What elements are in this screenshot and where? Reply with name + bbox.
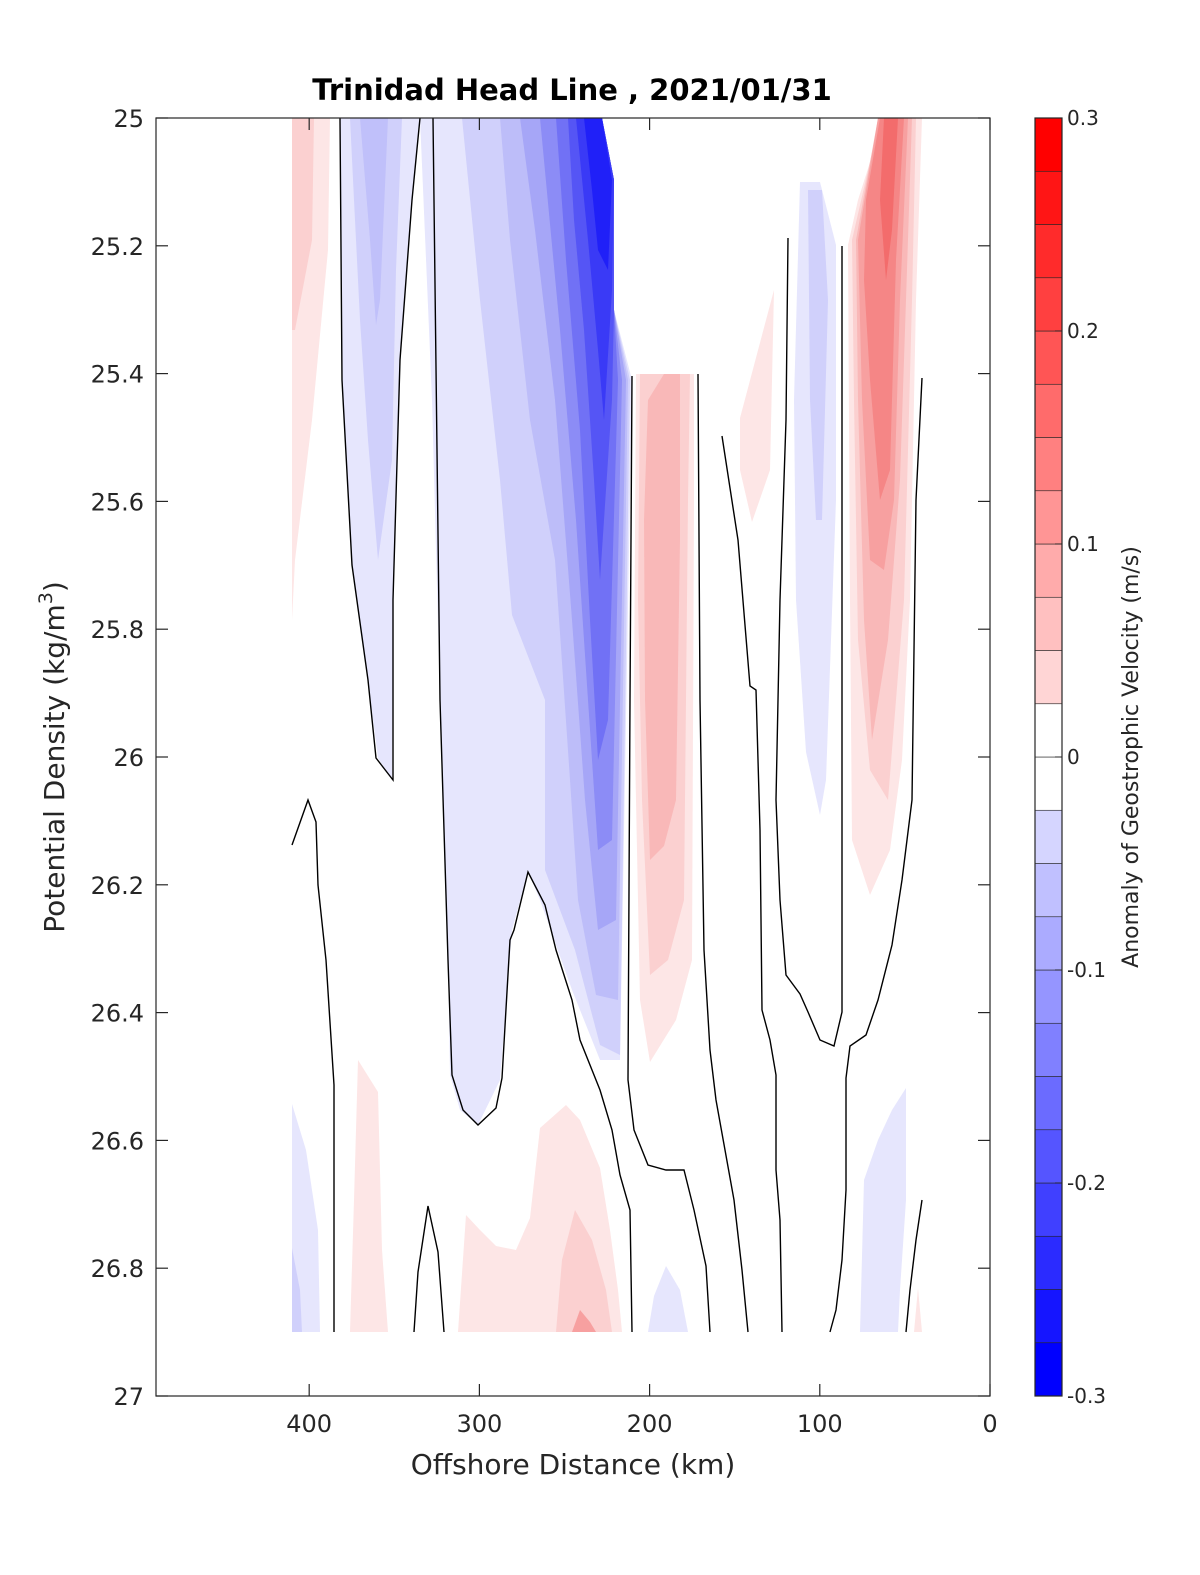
- contour-fill-nearshore-4: [864, 118, 904, 500]
- colorbar-band: [1034, 596, 1063, 651]
- colorbar-tick-label: 0.2: [1067, 319, 1099, 343]
- colorbar-bands: [1034, 117, 1063, 1397]
- colorbar-tick-label: 0.3: [1067, 106, 1099, 130]
- colorbar-band: [1034, 1022, 1063, 1077]
- contour-fill-deep-positive-40: [914, 1288, 922, 1332]
- y-tick-label: 25: [113, 105, 144, 133]
- contour-fill-deep-negative-190: [648, 1266, 688, 1332]
- colorbar-band: [1034, 490, 1063, 545]
- colorbar-band: [1034, 437, 1063, 492]
- zero-contour-lines: [291, 118, 923, 1333]
- contour-fill-offshore-negative-inner: [350, 118, 402, 560]
- colorbar-tick-label: -0.2: [1067, 1171, 1106, 1195]
- y-tick-label: 26.4: [91, 1000, 144, 1028]
- colorbar-band: [1034, 170, 1063, 225]
- y-tick-label: 26.6: [91, 1127, 144, 1155]
- y-tick-label: 25.2: [91, 233, 144, 261]
- x-tick-label: 0: [982, 1410, 997, 1438]
- contour-fill-deep-positive-270-2: [572, 1310, 596, 1332]
- colorbar-ticks: 0.3 0.2 0.1 0 -0.1 -0.2 -0.3: [1055, 106, 1106, 1408]
- y-axis: 25 25.2 25.4 25.6 25.8 26 26.2 26.4 26.6 26.8 27: [91, 105, 990, 1411]
- y-tick-label: 25.4: [91, 361, 144, 389]
- colorbar-tick-label: 0: [1067, 745, 1080, 769]
- zero-contour-line: [697, 373, 749, 1333]
- colorbar-band: [1034, 543, 1063, 598]
- y-tick-label: 26.8: [91, 1255, 144, 1283]
- contour-fill-offshore-negative-core: [360, 118, 388, 325]
- contour-fills: [292, 118, 922, 1332]
- zero-contour-line: [413, 1205, 445, 1333]
- x-tick-label: 100: [797, 1410, 843, 1438]
- y-axis-label-close: ): [38, 581, 71, 592]
- colorbar-band: [1034, 863, 1063, 918]
- contour-fill-deep-negative-400-inner: [292, 1248, 302, 1332]
- colorbar-band: [1034, 117, 1063, 172]
- colorbar-tick-label: -0.1: [1067, 958, 1106, 982]
- y-tick-label: 27: [113, 1383, 144, 1411]
- contour-fill-deep-positive-360: [350, 1060, 388, 1332]
- y-axis-label-text: Potential Density (kg/m: [38, 604, 71, 933]
- contour-fill-band200-2: [644, 374, 680, 860]
- chart-title: Trinidad Head Line , 2021/01/31: [312, 73, 832, 107]
- zero-contour-line: [432, 118, 633, 1333]
- contour-fill-offshore-positive-inner: [292, 118, 314, 330]
- colorbar-band: [1034, 224, 1063, 279]
- colorbar-band: [1034, 1129, 1063, 1184]
- zero-contour-line: [291, 797, 335, 1332]
- contour-fill-deep-negative-70: [860, 1088, 906, 1332]
- x-axis-label: Offshore Distance (km): [411, 1448, 736, 1481]
- contour-fill-deep-positive-270-1: [556, 1210, 612, 1332]
- contour-fill-deep-negative-400: [292, 1104, 320, 1332]
- contour-fill-band100-inner: [808, 190, 828, 520]
- zero-contour-line: [905, 1199, 923, 1333]
- colorbar-band: [1034, 916, 1063, 971]
- x-tick-label: 400: [286, 1410, 332, 1438]
- colorbar-band: [1034, 1182, 1063, 1237]
- y-tick-label: 26.2: [91, 872, 144, 900]
- colorbar: 0.3 0.2 0.1 0 -0.1 -0.2 -0.3 Anomaly of Geostr…: [1034, 106, 1144, 1408]
- colorbar-tick-label: -0.3: [1067, 1384, 1106, 1408]
- colorbar-band: [1034, 330, 1063, 385]
- colorbar-band: [1034, 809, 1063, 864]
- colorbar-band: [1034, 969, 1063, 1024]
- zero-contour-line: [627, 375, 711, 1333]
- colorbar-band: [1034, 277, 1063, 332]
- contour-fill-small-positive-140: [740, 290, 774, 522]
- colorbar-band: [1034, 1076, 1063, 1131]
- y-tick-label: 25.8: [91, 616, 144, 644]
- x-tick-label: 200: [627, 1410, 673, 1438]
- colorbar-tick-label: 0.1: [1067, 532, 1099, 556]
- y-tick-label: 25.6: [91, 488, 144, 516]
- zero-contour-line: [339, 118, 421, 783]
- y-axis-label: Potential Density (kg/m3): [35, 581, 71, 933]
- x-axis: 400 300 200 100 0: [286, 118, 998, 1438]
- colorbar-band: [1034, 383, 1063, 438]
- contour-fill-nearshore-5: [880, 118, 898, 280]
- zero-contour-line: [775, 237, 843, 1047]
- colorbar-band: [1034, 650, 1063, 705]
- colorbar-band: [1034, 703, 1063, 758]
- colorbar-band: [1034, 1342, 1063, 1397]
- y-axis-label-superscript: 3: [35, 592, 57, 604]
- colorbar-band: [1034, 1289, 1063, 1344]
- x-tick-label: 300: [456, 1410, 502, 1438]
- colorbar-band: [1034, 756, 1063, 811]
- colorbar-band: [1034, 1235, 1063, 1290]
- y-tick-label: 26: [113, 744, 144, 772]
- zero-contour-line: [829, 377, 923, 1333]
- colorbar-label: Anomaly of Geostrophic Velocity (m/s): [1119, 546, 1144, 968]
- contour-fill-core-negative-8: [584, 118, 612, 270]
- zero-contour-line: [721, 435, 783, 1333]
